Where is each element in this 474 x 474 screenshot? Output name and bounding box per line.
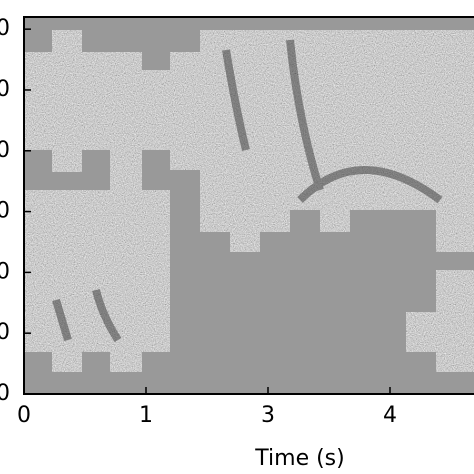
x-tick-label: 4 <box>383 403 397 428</box>
y-tick-label: 3000 <box>0 199 10 224</box>
plot-area <box>23 16 474 395</box>
x-tick-label: 3 <box>261 403 275 428</box>
x-axis-label: Time (s) <box>254 446 344 471</box>
y-tick-label: 4000 <box>0 138 10 163</box>
y-tick-label: 5000 <box>0 77 10 102</box>
y-tick-label: 1000 <box>0 320 10 345</box>
y-tick-label: 0 <box>0 381 10 406</box>
y-tick-label: 6000 <box>0 16 10 41</box>
x-tick-label: 0 <box>17 403 31 428</box>
y-tick-label: 2000 <box>0 259 10 284</box>
x-tick-label: 1 <box>139 403 153 428</box>
spectral-feature <box>52 39 443 343</box>
plot-frame <box>23 16 474 395</box>
